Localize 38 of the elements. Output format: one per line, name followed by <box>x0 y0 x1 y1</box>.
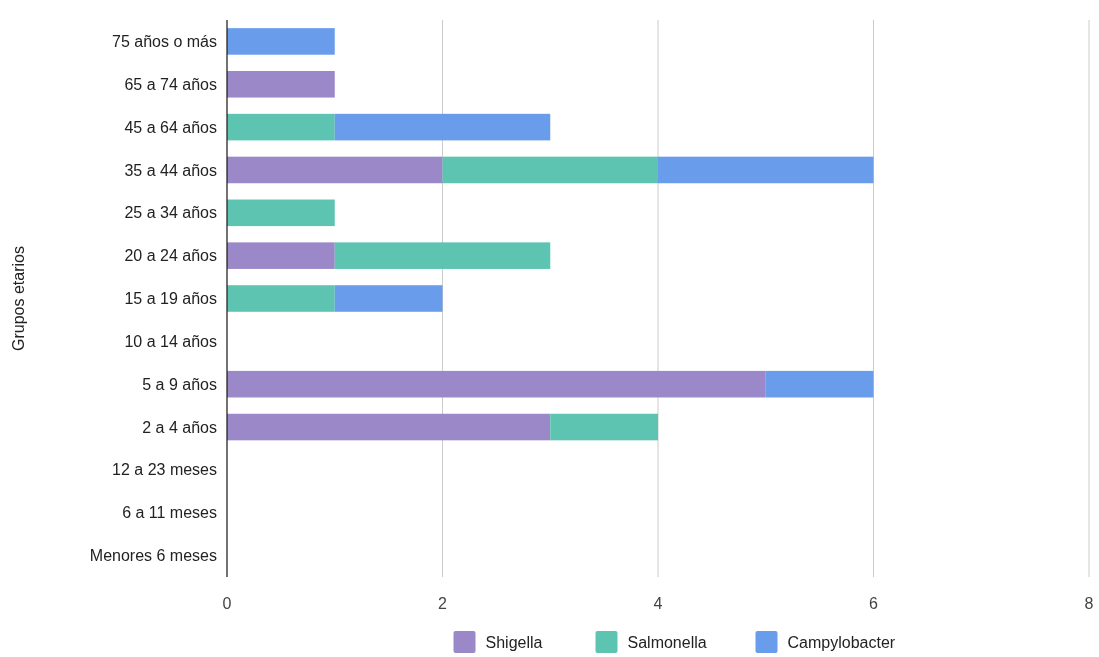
y-tick-label: 35 a 44 años <box>124 161 217 179</box>
x-tick-label: 4 <box>653 595 663 612</box>
y-tick-label: Menores 6 meses <box>89 547 217 565</box>
y-tick-label: 45 a 64 años <box>124 118 217 136</box>
legend-label: Campylobacter <box>787 633 896 651</box>
y-axis-title: Grupos etarios <box>10 246 27 351</box>
bar <box>227 113 335 141</box>
x-tick-label: 8 <box>1084 595 1094 612</box>
bar <box>765 370 874 398</box>
bar <box>442 156 658 184</box>
bar <box>334 285 443 312</box>
bar <box>227 413 551 441</box>
bar <box>227 199 335 227</box>
bar <box>227 70 335 98</box>
y-tick-label: 15 a 19 años <box>124 290 217 308</box>
y-tick-label: 65 a 74 años <box>124 75 217 93</box>
y-tick-label: 6 a 11 meses <box>122 504 217 522</box>
bar <box>334 113 551 141</box>
bar <box>227 242 335 269</box>
bar <box>227 370 766 398</box>
y-tick-label: 12 a 23 meses <box>112 461 217 479</box>
x-tick-label: 6 <box>869 595 879 612</box>
bar <box>334 242 551 269</box>
legend-label: Salmonella <box>627 633 707 651</box>
bar <box>658 156 874 184</box>
bar <box>227 28 335 55</box>
y-tick-label: 5 a 9 años <box>142 375 217 393</box>
x-tick-label: 0 <box>222 595 232 612</box>
legend-label: Shigella <box>485 633 543 651</box>
y-tick-label: 2 a 4 años <box>142 418 217 436</box>
x-tick-label: 2 <box>438 595 448 612</box>
y-tick-label: 75 años o más <box>112 33 217 51</box>
bar <box>227 156 443 184</box>
y-tick-label: 20 a 24 años <box>124 247 217 265</box>
bar <box>227 285 335 312</box>
bar <box>550 413 658 441</box>
y-tick-label: 25 a 34 años <box>124 204 217 222</box>
y-tick-label: 10 a 14 años <box>124 332 217 350</box>
